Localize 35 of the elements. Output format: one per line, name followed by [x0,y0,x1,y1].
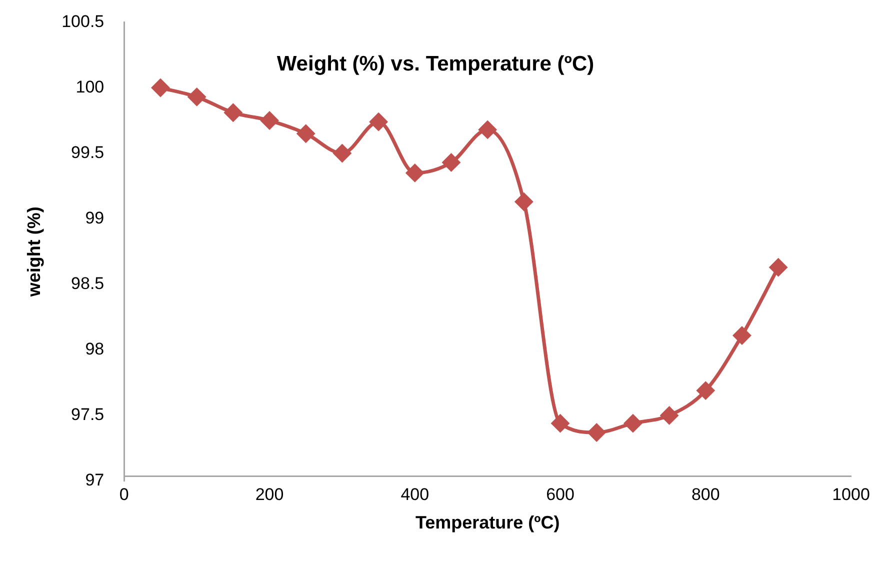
point [260,112,278,130]
point [370,113,388,131]
x-tick-label: 0 [119,485,129,504]
y-axis-title: weight (%) [24,206,44,298]
point [152,78,170,96]
x-tick-label: 800 [691,485,720,504]
point [333,144,351,162]
point [297,124,315,142]
point [224,104,242,122]
x-tick-label: 1000 [832,485,870,504]
point [770,258,788,276]
point [624,414,642,432]
point [188,88,206,106]
x-tick-label: 200 [255,485,284,504]
text: Weight (%) vs. Temperature (ºC) [276,52,594,76]
point [733,326,751,344]
point [696,382,714,400]
x-axis-title: Temperature (ºC) [415,512,560,532]
y-tick-label: 97 [85,470,104,490]
point [442,154,460,172]
point [515,193,533,211]
y-tick-label: 98.5 [71,274,104,294]
y-tick-label: 100.5 [62,12,104,31]
point [406,164,424,182]
x-tick-label: 600 [546,485,574,504]
x-tick-label: 400 [400,485,430,504]
y-tick-label: 98 [85,340,104,359]
y-tick-label: 99.5 [71,142,104,162]
y-tick-label: 99 [85,208,104,228]
point [660,406,678,424]
y-tick-label: 100 [76,77,104,96]
point [588,424,606,442]
y-tick-label: 97.5 [71,405,104,424]
point [552,414,570,432]
point [478,120,496,138]
